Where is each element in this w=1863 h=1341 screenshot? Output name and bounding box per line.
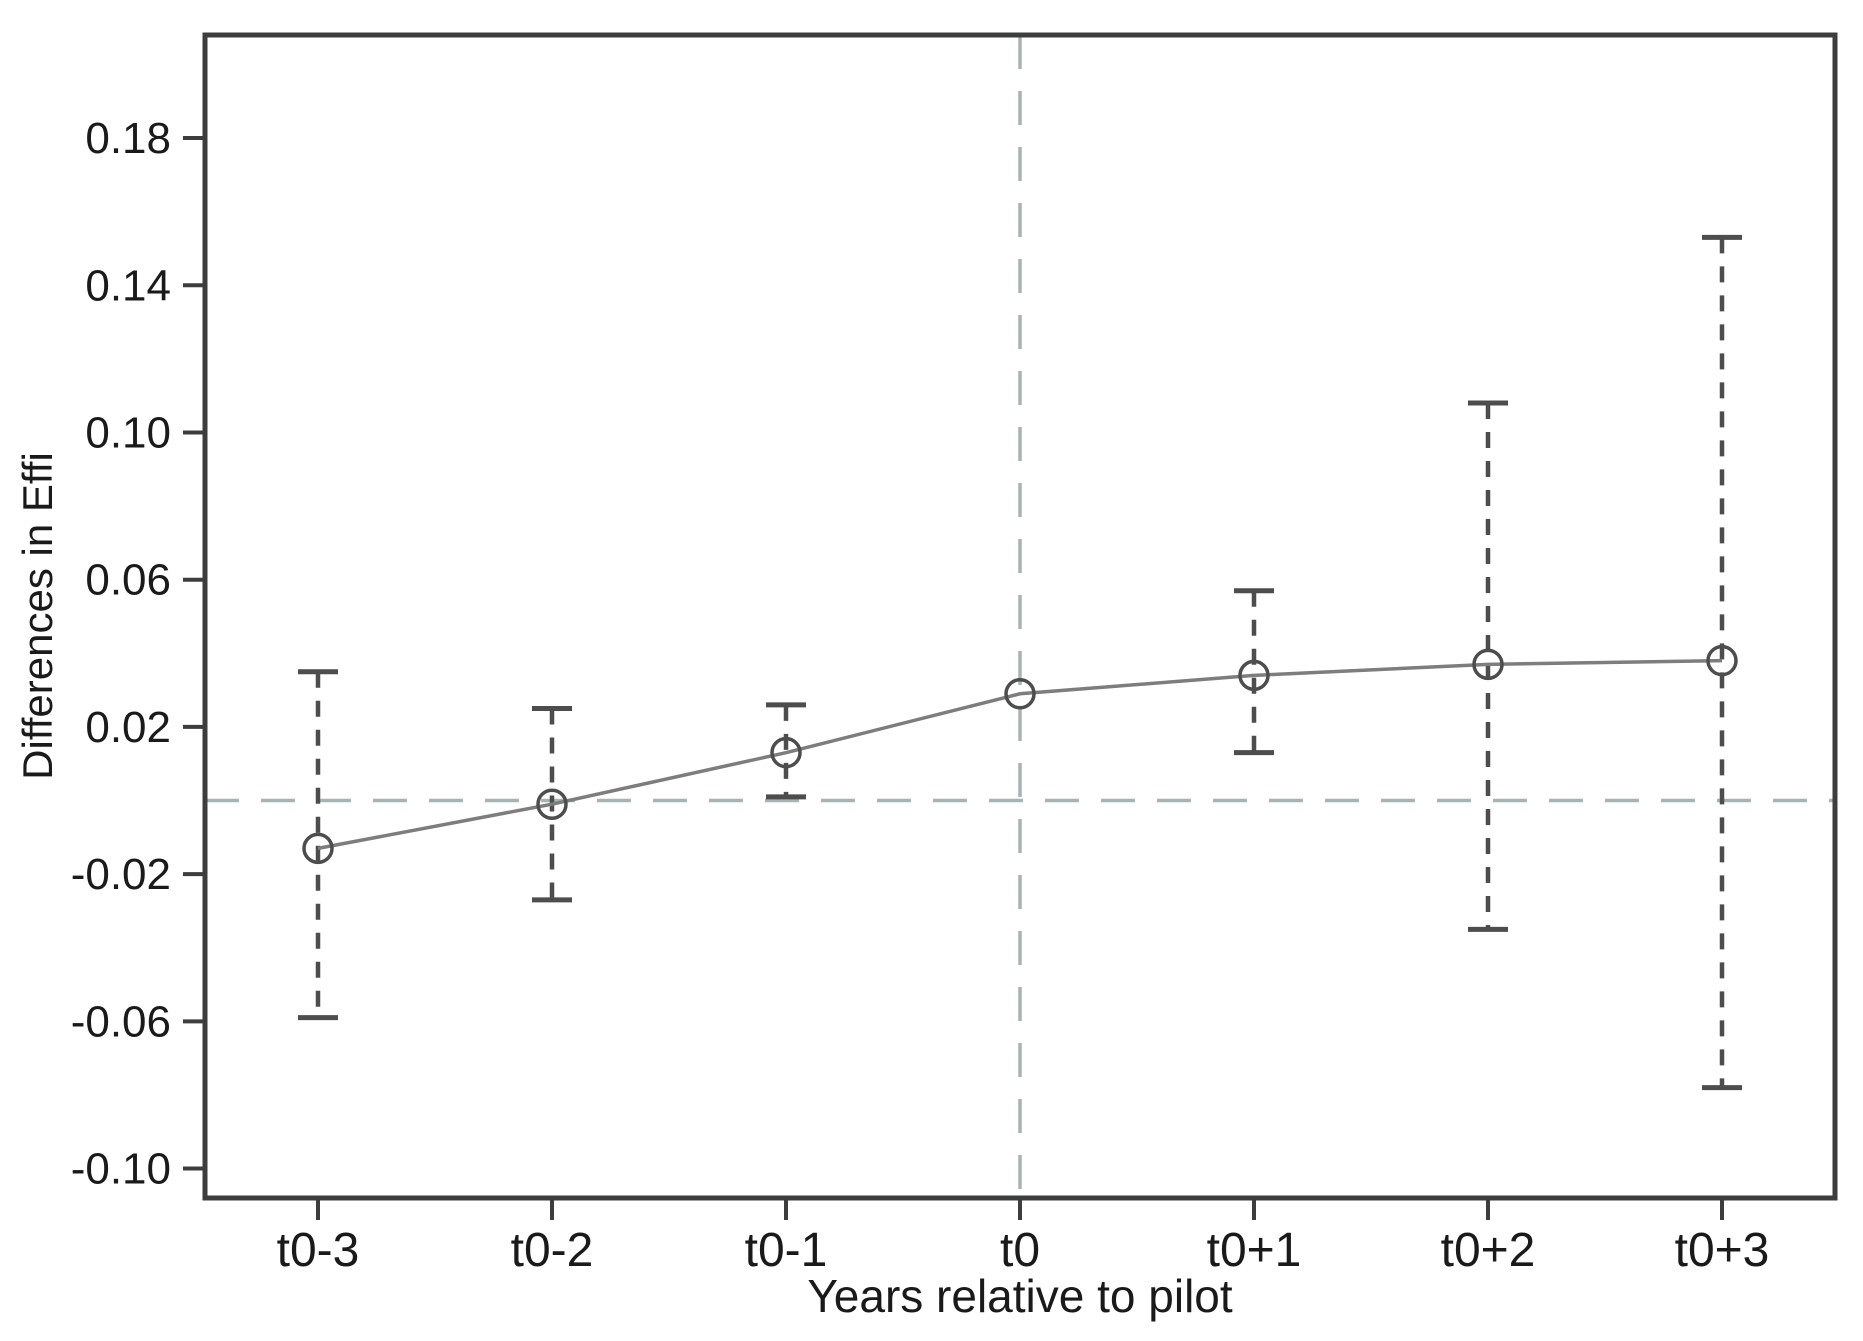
x-tick-label: t0+1 (1207, 1224, 1302, 1277)
error-bars-layer (298, 234, 1742, 1091)
data-point-marker (1706, 644, 1738, 677)
axes-layer: 0.18 0.14 0.10 0.06 0.02 -0.02 -0.06 -0.10 t0-3 t… (71, 32, 1838, 1277)
x-tick-label: t0-3 (277, 1224, 360, 1277)
x-tick-label: t0 (1000, 1224, 1040, 1277)
data-point-marker (770, 736, 802, 769)
y-axis-title: Differences in Effi (14, 452, 61, 780)
y-tick-label: 0.10 (85, 408, 171, 457)
x-axis-title: Years relative to pilot (807, 1270, 1233, 1322)
y-tick-label: -0.10 (71, 1145, 171, 1194)
x-tick-label: t0+2 (1441, 1224, 1536, 1277)
trend-line (317, 658, 1723, 851)
data-point-marker (536, 788, 568, 820)
y-tick-label: 0.14 (85, 261, 171, 310)
series-layer (302, 644, 1738, 865)
reference-lines-layer (205, 35, 1835, 1198)
y-tick-label: -0.02 (71, 850, 171, 899)
x-tick-label: t0-2 (511, 1224, 594, 1277)
data-point-marker (1004, 678, 1036, 710)
y-tick-label: -0.06 (71, 997, 171, 1046)
y-tick-label: 0.02 (85, 703, 171, 752)
x-tick-label: t0-1 (745, 1224, 828, 1277)
data-point-marker (1238, 659, 1270, 692)
y-tick-label: 0.18 (85, 114, 171, 163)
x-tick-label: t0+3 (1675, 1224, 1770, 1277)
data-point-marker (1472, 648, 1504, 681)
data-point-marker (302, 832, 334, 865)
y-tick-label: 0.06 (85, 556, 171, 605)
